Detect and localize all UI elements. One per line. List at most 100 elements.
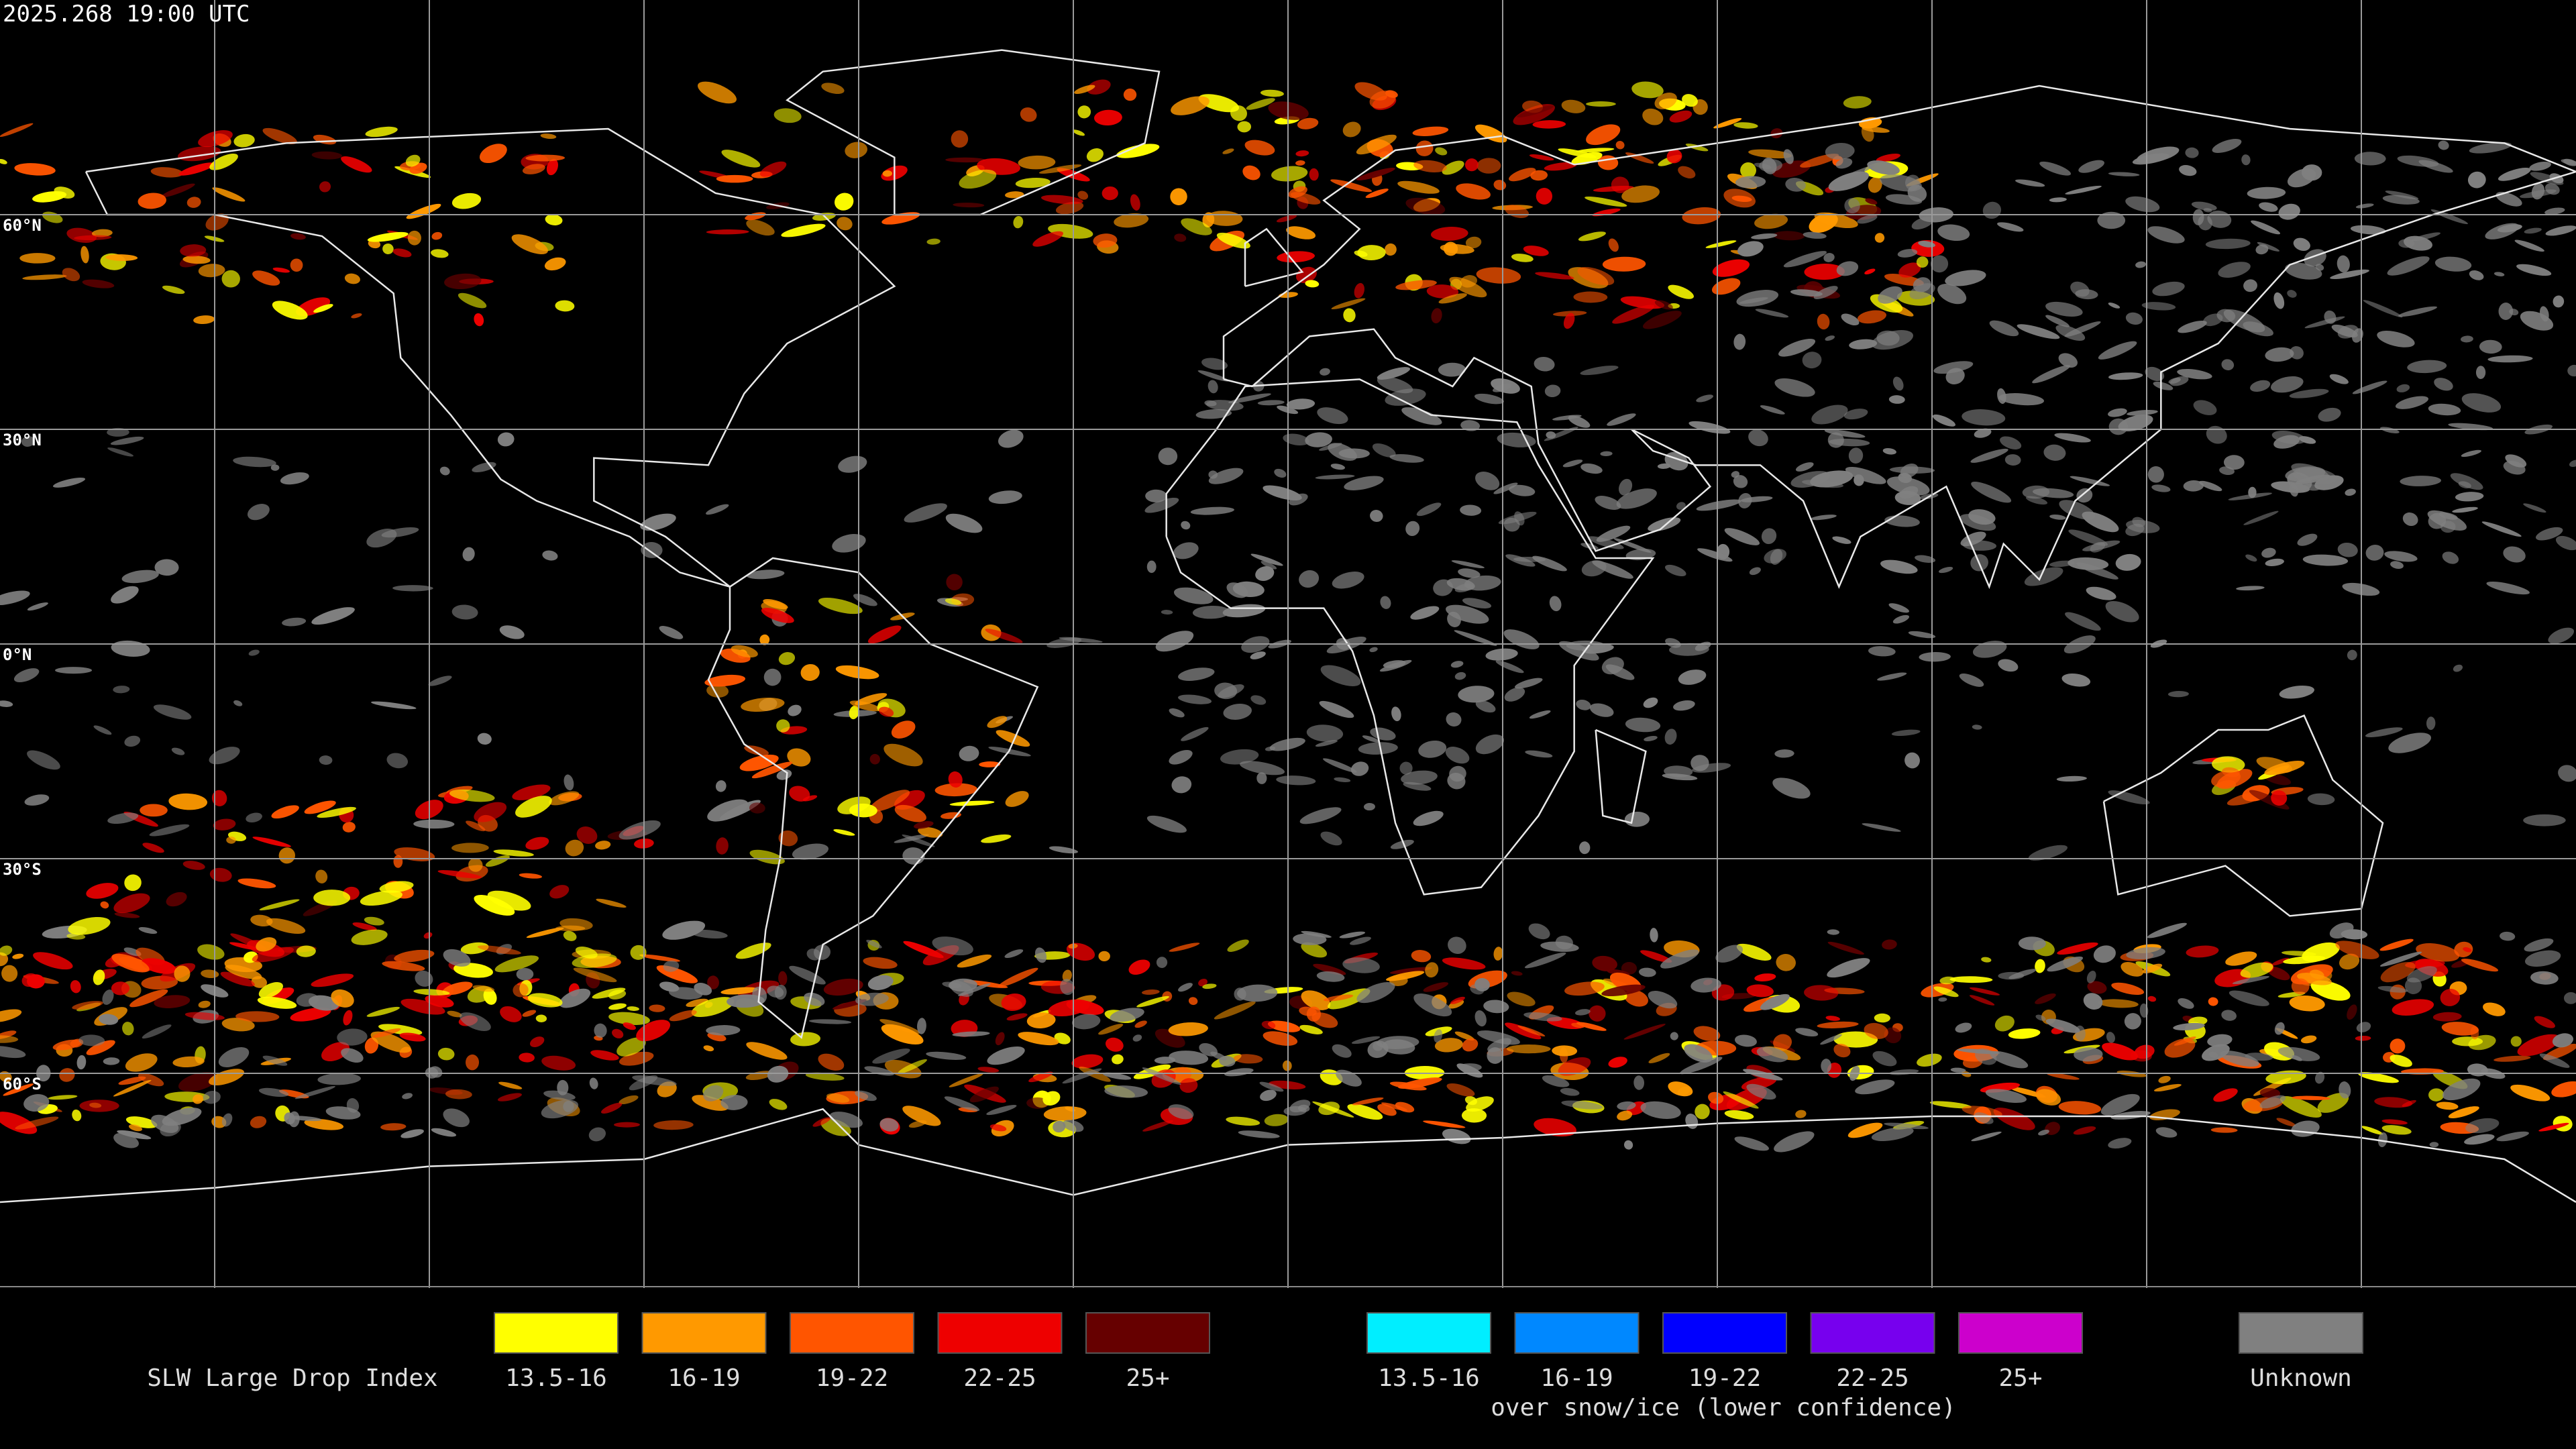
cloud-patch (1001, 993, 1026, 1011)
cloud-patch (996, 730, 1030, 747)
cloud-patch (2090, 541, 2106, 553)
cloud-patch (1319, 443, 1342, 451)
cloud-patch (321, 1042, 350, 1062)
cloud-patch (2379, 938, 2414, 951)
cloud-patch (352, 922, 377, 931)
cloud-patch (1825, 142, 1855, 160)
cloud-patch (1868, 176, 1882, 193)
cloud-patch (141, 958, 176, 974)
cloud-patch (2442, 1078, 2481, 1101)
cloud-patch (1134, 1020, 1147, 1028)
cloud-patch (640, 513, 676, 531)
cloud-patch (2256, 757, 2293, 773)
cloud-patch (1354, 282, 1364, 299)
cloud-patch (1395, 1102, 1415, 1113)
cloud-patch (1401, 407, 1442, 425)
cloud-patch (2279, 1095, 2322, 1118)
cloud-patch (1919, 651, 1951, 662)
cloud-patch (431, 249, 449, 258)
cloud-patch (198, 1000, 211, 1008)
cloud-patch (776, 719, 790, 733)
cloud-patch (107, 812, 139, 824)
cloud-patch (1724, 528, 1760, 545)
cloud-patch (221, 1113, 233, 1127)
cloud-patch (1640, 1101, 1681, 1119)
cloud-patch (2452, 506, 2478, 513)
cloud-patch (2276, 1118, 2296, 1127)
cloud-patch (918, 826, 943, 838)
cloud-patch (1395, 280, 1437, 290)
cloud-patch (2206, 425, 2227, 444)
cloud-patch (2551, 1081, 2576, 1097)
cloud-patch (1795, 1028, 1819, 1037)
cloud-patch (54, 186, 75, 199)
cloud-patch (24, 794, 50, 806)
cloud-patch (2529, 161, 2551, 171)
cloud-patch (2503, 546, 2526, 563)
cloud-patch (1589, 1005, 1606, 1022)
cloud-patch (1171, 96, 1210, 115)
cloud-patch (1654, 92, 1677, 109)
cloud-patch (1871, 330, 1913, 350)
cloud-patch (0, 952, 9, 967)
cloud-patch (431, 231, 443, 240)
cloud-patch (2273, 292, 2285, 309)
cloud-patch (1563, 313, 1575, 329)
cloud-patch (2455, 492, 2484, 502)
cloud-patch (2453, 664, 2463, 672)
cloud-patch (140, 804, 168, 817)
cloud-patch (423, 932, 433, 939)
cloud-patch (431, 1128, 457, 1137)
cloud-patch (2164, 1038, 2196, 1058)
cloud-patch (800, 663, 820, 682)
cloud-patch (2057, 942, 2098, 955)
cloud-patch (1172, 1067, 1192, 1082)
cloud-patch (415, 970, 433, 987)
cloud-patch (1053, 1120, 1066, 1133)
cloud-patch (1491, 378, 1520, 394)
legend-title: SLW Large Drop Index (147, 1364, 437, 1392)
cloud-patch (1755, 309, 1789, 318)
cloud-patch (225, 965, 262, 979)
cloud-patch (1043, 1106, 1087, 1121)
cloud-patch (2377, 985, 2408, 993)
cloud-patch (1848, 447, 1864, 464)
cloud-patch (1055, 201, 1084, 215)
cloud-patch (1320, 368, 1330, 376)
cloud-patch (707, 799, 749, 822)
cloud-patch (1712, 259, 1750, 277)
cloud-patch (1431, 308, 1442, 323)
cloud-patch (0, 945, 13, 956)
cloud-patch (379, 881, 414, 893)
cloud-patch (182, 256, 211, 264)
cloud-patch (2485, 223, 2520, 239)
cloud-patch (2516, 264, 2552, 276)
coastline (707, 557, 1039, 1039)
cloud-patch (1458, 686, 1495, 703)
cloud-patch (2385, 191, 2419, 200)
cloud-patch (1596, 525, 1631, 542)
cloud-patch (1389, 454, 1424, 463)
cloud-patch (1093, 233, 1118, 248)
cloud-patch (1276, 215, 1297, 223)
cloud-patch (1261, 1020, 1276, 1030)
cloud-patch (522, 164, 545, 174)
cloud-patch (1535, 272, 1574, 280)
cloud-patch (1552, 1045, 1578, 1057)
cloud-patch (1997, 388, 2006, 405)
cloud-patch (1595, 496, 1621, 510)
cloud-patch (449, 789, 495, 802)
cloud-patch (2496, 192, 2522, 207)
cloud-patch (1077, 191, 1089, 200)
cloud-patch (2298, 436, 2316, 444)
cloud-patch (331, 989, 354, 1008)
cloud-patch (1507, 991, 1536, 1007)
cloud-patch (290, 258, 303, 272)
cloud-patch (2098, 999, 2139, 1008)
cloud-patch (1631, 81, 1664, 99)
cloud-patch (2524, 950, 2561, 967)
cloud-patch (1580, 365, 1619, 376)
cloud-patch (172, 1056, 205, 1068)
cloud-patch (2390, 1038, 2406, 1054)
cloud-patch (1874, 1013, 1890, 1023)
